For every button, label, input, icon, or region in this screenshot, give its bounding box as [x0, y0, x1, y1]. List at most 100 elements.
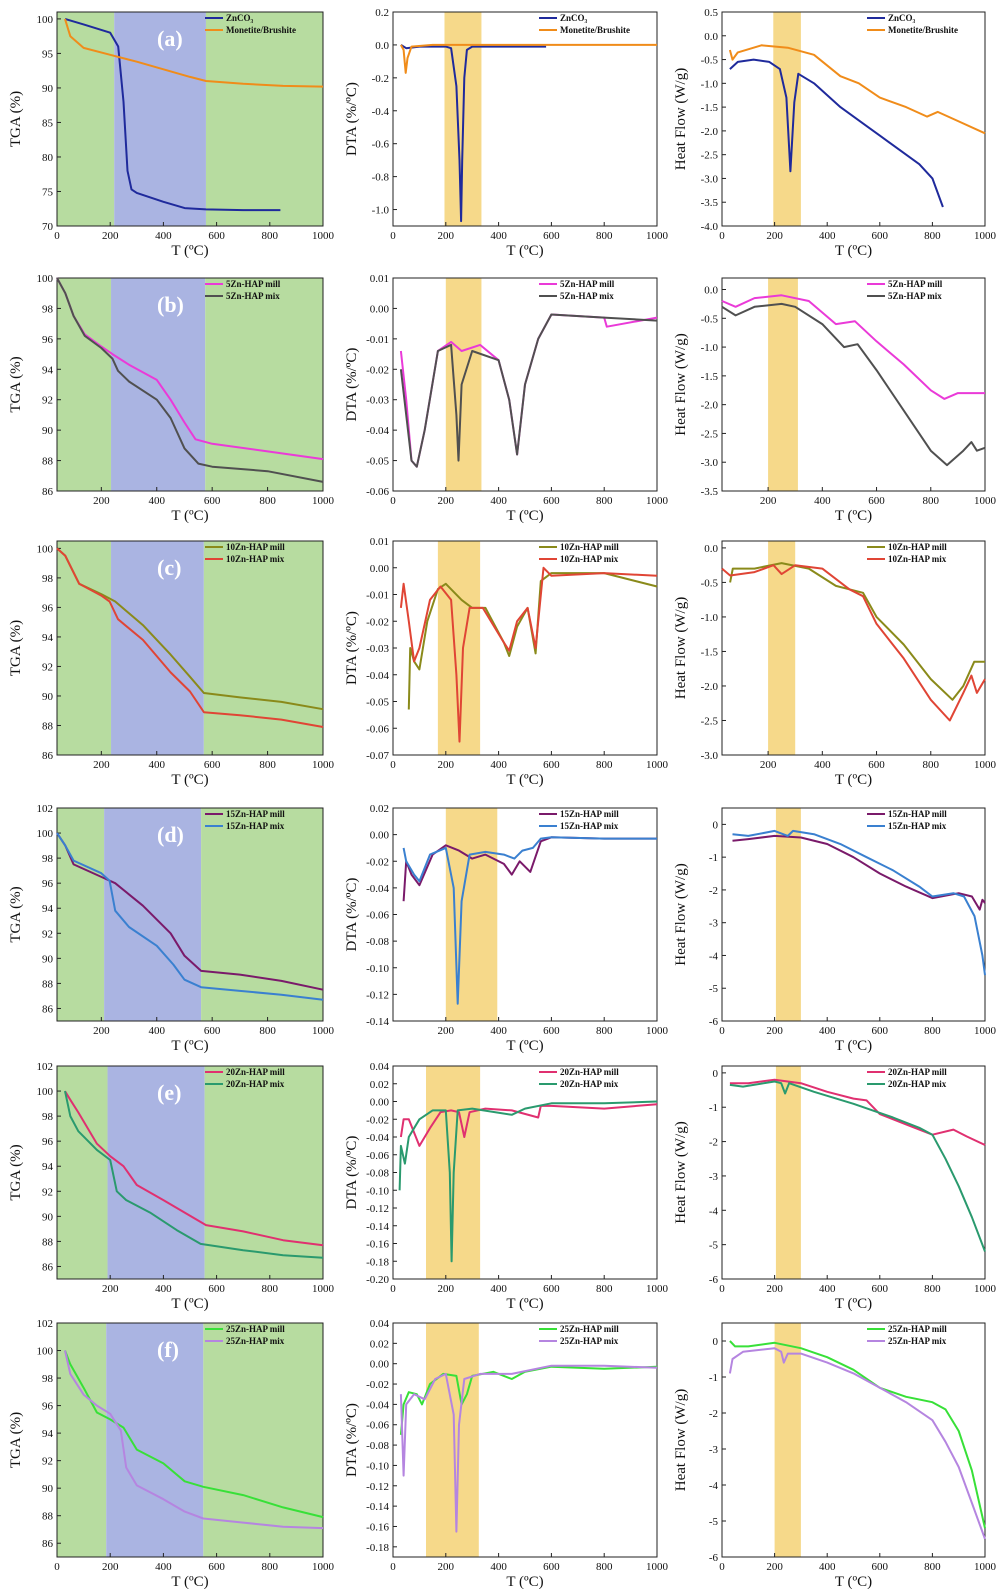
- x-tick-label: 400: [155, 1561, 172, 1573]
- band-green: [57, 541, 112, 755]
- y-axis-label: Heat Flow (W/g): [673, 863, 689, 965]
- y-tick-label: -0.07: [366, 750, 389, 762]
- y-tick-label: 102: [37, 803, 54, 815]
- y-tick-label: -0.16: [366, 1239, 389, 1251]
- y-tick-label: -0.10: [366, 1185, 389, 1197]
- x-tick-label: 200: [93, 495, 110, 507]
- legend-entry: 10Zn-HAP mix: [888, 554, 947, 564]
- y-tick-label: -0.06: [366, 1150, 389, 1162]
- x-axis-label: T (ºC): [171, 243, 208, 259]
- series-line-1: [64, 1090, 324, 1259]
- x-tick-label: 400: [149, 1025, 166, 1037]
- x-tick-label: 800: [596, 1025, 613, 1037]
- series-line-0: [732, 834, 986, 911]
- plot-frame: [392, 277, 658, 492]
- band-green: [203, 541, 323, 755]
- legend-entry: 15Zn-HAP mix: [560, 821, 619, 831]
- y-tick-label: -0.8: [372, 172, 390, 184]
- band-yellow: [768, 541, 796, 755]
- x-tick-label: 800: [259, 1025, 276, 1037]
- chart-panel-dta-4: 0 200 400 600 800 1000 -0.20 -0.18 -0.16 -0.14 -0.…: [344, 1061, 669, 1312]
- y-tick-label: -0.01: [366, 590, 389, 602]
- y-axis-label: DTA (%/ºC): [344, 1136, 360, 1210]
- y-tick-label: -2: [709, 1137, 718, 1149]
- x-tick-label: 0: [719, 230, 725, 242]
- plot-frame: [56, 1065, 324, 1280]
- y-axis-label: TGA (%): [8, 91, 24, 147]
- x-tick-label: 800: [262, 1561, 279, 1573]
- x-tick-label: 1000: [974, 230, 997, 242]
- legend-entry: ZnCO₃: [888, 13, 916, 23]
- chart-panel-dta-3: 200 400 600 800 1000 -0.14 -0.12 -0.10 -0.08 -0.0…: [344, 803, 669, 1054]
- x-tick-label: 200: [766, 230, 783, 242]
- x-tick-label: 0: [390, 495, 396, 507]
- plot-frame: [56, 807, 324, 1022]
- y-tick-label: -2.0: [701, 126, 719, 138]
- legend-entry: 15Zn-HAP mill: [888, 809, 947, 819]
- y-tick-label: -5: [709, 1516, 719, 1528]
- x-tick-label: 400: [819, 230, 836, 242]
- x-tick-label: 1000: [974, 1283, 997, 1295]
- series-line-1: [728, 44, 986, 135]
- x-tick-label: 1000: [974, 1561, 997, 1573]
- y-tick-label: 100: [37, 828, 54, 840]
- y-tick-label: -0.05: [366, 456, 389, 468]
- chart-panel-dta-5: 0 200 400 600 800 1000 -0.18 -0.16 -0.14 -0.12 -0.…: [344, 1318, 669, 1590]
- x-tick-label: 1000: [646, 1283, 669, 1295]
- band-yellow: [426, 1323, 479, 1557]
- y-tick-label: -3: [709, 1171, 719, 1183]
- y-tick-label: -3.0: [701, 173, 719, 185]
- x-tick-label: 800: [924, 1283, 941, 1295]
- y-tick-label: 92: [42, 1186, 53, 1198]
- series-line-1: [399, 313, 658, 468]
- x-tick-label: 0: [54, 1561, 60, 1573]
- chart-panel-tga-4: 200 400 600 800 1000 86 88 90 92 94 96 98 100 102 T (º…: [8, 1061, 335, 1312]
- x-tick-label: 1000: [312, 230, 335, 242]
- x-axis-label: T (ºC): [835, 1038, 872, 1054]
- band-blue: [111, 541, 204, 755]
- panel-label: (f): [157, 1337, 179, 1362]
- y-tick-label: 98: [42, 1111, 54, 1123]
- x-tick-label: 600: [872, 1561, 889, 1573]
- y-tick-label: -0.5: [701, 313, 719, 325]
- y-tick-label: 0.0: [704, 543, 718, 555]
- y-axis-label: Heat Flow (W/g): [673, 1389, 689, 1491]
- x-tick-label: 400: [814, 759, 831, 771]
- x-tick-label: 400: [155, 230, 172, 242]
- band-blue: [107, 1066, 205, 1279]
- y-tick-label: -0.02: [366, 364, 389, 376]
- band-green: [205, 278, 323, 491]
- x-axis-label: T (ºC): [171, 1038, 208, 1054]
- band-green: [57, 278, 112, 491]
- y-axis-label: DTA (%/ºC): [344, 82, 360, 156]
- x-tick-label: 1000: [646, 230, 669, 242]
- band-blue: [111, 278, 206, 491]
- series-line-1: [399, 1364, 658, 1533]
- x-tick-label: 600: [543, 495, 560, 507]
- y-tick-label: -2.0: [701, 681, 719, 693]
- y-tick-label: 96: [42, 1401, 54, 1413]
- legend-entry: 10Zn-HAP mix: [560, 554, 619, 564]
- y-tick-label: -6: [709, 1016, 719, 1028]
- y-axis-label: TGA (%): [8, 1412, 24, 1468]
- y-tick-label: -0.04: [366, 1132, 389, 1144]
- plot-frame: [721, 540, 986, 756]
- x-tick-label: 600: [543, 1283, 560, 1295]
- y-tick-label: -0.16: [366, 1521, 389, 1533]
- y-tick-label: 88: [42, 1236, 54, 1248]
- y-tick-label: 92: [42, 395, 53, 407]
- series-line-1: [400, 43, 657, 74]
- x-tick-label: 200: [93, 1025, 110, 1037]
- x-tick-label: 800: [923, 495, 940, 507]
- x-axis-label: T (ºC): [506, 243, 543, 259]
- y-tick-label: -2.5: [701, 150, 719, 162]
- series-line-1: [721, 564, 986, 722]
- band-blue: [114, 12, 206, 226]
- y-tick-label: -0.03: [366, 395, 389, 407]
- series-line-1: [402, 836, 657, 1005]
- y-tick-label: -0.01: [366, 334, 389, 346]
- x-tick-label: 400: [490, 1561, 507, 1573]
- y-tick-label: 94: [42, 632, 54, 644]
- legend-entry: 20Zn-HAP mix: [560, 1079, 619, 1089]
- x-axis-label: T (ºC): [835, 1296, 872, 1312]
